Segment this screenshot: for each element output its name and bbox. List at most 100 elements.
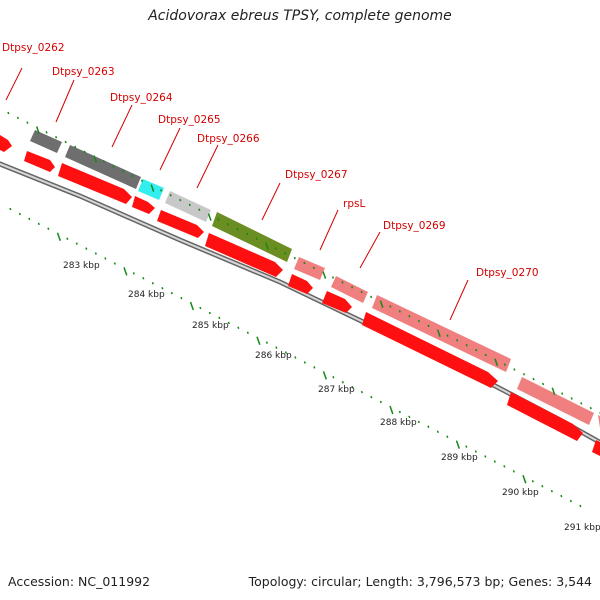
ruler-tick (303, 361, 306, 364)
ruler-tick (303, 261, 306, 265)
reverse-strand-genes (0, 135, 600, 456)
ruler-tick (188, 203, 191, 207)
ruler-tick (550, 489, 553, 493)
ruler-tick (561, 392, 564, 395)
cds-arrow (132, 196, 155, 214)
inner-dotted-ruler (9, 207, 582, 508)
ruler-tick (94, 252, 97, 255)
ruler-tick (474, 450, 477, 453)
ruler-tick (455, 440, 461, 449)
gene-bar-rpsL (294, 257, 325, 280)
ruler-tick (570, 397, 573, 400)
ruler-tick (35, 126, 40, 134)
ruler-tick (512, 470, 515, 473)
ruler-tick (379, 300, 384, 308)
ruler-tick (227, 321, 230, 325)
ruler-tick (26, 121, 29, 124)
ruler-tick (465, 445, 468, 448)
ruler-tick (179, 198, 182, 202)
cds-arrow (24, 151, 55, 172)
ruler-tick (256, 336, 261, 345)
ruler-tick (9, 207, 12, 211)
ruler-tick (246, 331, 249, 334)
ruler-tick (208, 311, 211, 315)
ruler-tick (370, 395, 373, 399)
ruler-tick (151, 282, 154, 285)
accession-text: Accession: NC_011992 (8, 574, 151, 589)
tick-label: 283 kbp (63, 261, 100, 271)
ruler-tick (351, 385, 354, 389)
ruler-tick (493, 460, 496, 463)
ruler-tick (456, 339, 459, 342)
ruler-tick (189, 301, 195, 311)
gene-label: Dtpsy_0269 (383, 220, 446, 232)
ruler-tick (217, 218, 220, 221)
ruler-tick (532, 377, 535, 381)
ruler-tick (494, 358, 499, 367)
gene-bar-0270 (372, 295, 511, 372)
ruler-tick (580, 402, 583, 405)
gene-bar-0269 (331, 276, 368, 303)
ruler-tick (284, 252, 287, 255)
ruler-tick (427, 425, 430, 429)
ruler-tick (569, 499, 572, 503)
ruler-tick (522, 475, 527, 484)
gene-label: Dtpsy_0266 (197, 133, 260, 145)
ruler-tick (132, 272, 135, 275)
ruler-tick (160, 189, 163, 192)
ruler-tick (246, 232, 249, 236)
ruler-tick (102, 160, 105, 163)
gene-bar-0263 (30, 130, 62, 153)
ruler-tick (226, 223, 230, 226)
ruler-tick (475, 348, 478, 352)
tick-label: 284 kbp (128, 290, 165, 300)
tick-label: 288 kbp (380, 418, 417, 428)
genome-summary-text: Topology: circular; Length: 3,796,573 bp… (248, 574, 592, 589)
ruler-tick (131, 174, 134, 178)
ruler-tick (322, 371, 328, 380)
ruler-tick (83, 150, 86, 153)
tick-label: 285 kbp (192, 321, 229, 331)
ruler-tick (18, 212, 21, 216)
ruler-tick (37, 222, 40, 226)
ruler-tick (199, 306, 202, 310)
axis-tick-labels: 283 kbp 284 kbp 285 kbp 286 kbp 287 kbp … (63, 261, 600, 533)
cds-arrow (592, 440, 600, 456)
ruler-tick (484, 353, 487, 357)
ruler-tick (104, 257, 107, 260)
ruler-tick (542, 382, 545, 386)
ruler-tick (75, 242, 78, 245)
ruler-tick (121, 169, 124, 173)
ruler-tick (560, 494, 563, 498)
ruler-tick (331, 276, 335, 279)
tick-label: 289 kbp (441, 453, 478, 463)
ruler-tick (74, 145, 77, 149)
ruler-tick (45, 131, 48, 134)
ruler-tick (170, 291, 173, 295)
gene-label: Dtpsy_0262 (2, 42, 65, 54)
ruler-tick (446, 435, 449, 438)
tick-label: 290 kbp (502, 488, 539, 498)
ruler-tick (7, 111, 10, 115)
ruler-tick (284, 351, 287, 354)
ruler-tick (551, 387, 556, 396)
ruler-tick (237, 326, 240, 330)
gene-bar-0264 (65, 145, 141, 189)
ruler-tick (218, 316, 221, 320)
ruler-tick (255, 237, 258, 241)
ruler-tick (398, 410, 401, 414)
ruler-tick (465, 344, 468, 347)
ruler-tick (113, 262, 116, 265)
gene-bar-0267 (212, 212, 292, 262)
ruler-tick (66, 237, 69, 240)
gene-label: Dtpsy_0263 (52, 66, 115, 78)
ruler-tick (265, 341, 268, 344)
cds-arrow (362, 312, 498, 388)
ruler-tick (389, 305, 392, 308)
ruler-tick (389, 405, 394, 415)
ruler-tick (531, 480, 534, 483)
ruler-tick (417, 420, 420, 424)
ruler-tick (142, 277, 145, 280)
cds-arrow (507, 392, 583, 441)
ruler-tick (93, 155, 98, 163)
